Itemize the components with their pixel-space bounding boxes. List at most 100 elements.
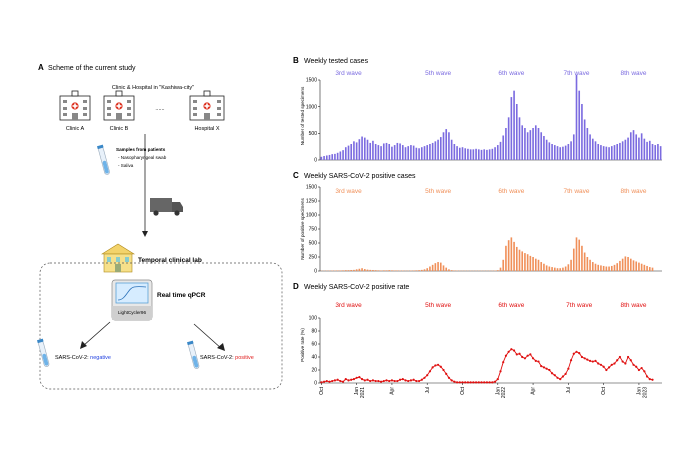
positive-rate-point bbox=[423, 377, 425, 379]
tested-cases-bar bbox=[397, 143, 399, 160]
positive-cases-bar bbox=[570, 260, 572, 271]
tested-cases-bar bbox=[657, 144, 659, 160]
positive-rate-point bbox=[391, 379, 393, 381]
tested-cases-wave-label: 6th wave bbox=[498, 70, 524, 77]
positive-rate-point bbox=[643, 370, 645, 372]
positive-cases-bar bbox=[364, 269, 366, 271]
tested-cases-bar bbox=[388, 144, 390, 160]
tested-cases-bar bbox=[614, 145, 616, 160]
positive-cases-bar bbox=[584, 253, 586, 271]
positive-rate-point bbox=[592, 360, 594, 362]
tested-cases-bar bbox=[334, 154, 336, 160]
tested-cases-bar bbox=[633, 130, 635, 160]
positive-cases-bar bbox=[369, 270, 371, 271]
positive-rate-point bbox=[440, 366, 442, 368]
positive-rate-point bbox=[445, 373, 447, 375]
tested-cases-bar bbox=[538, 128, 540, 160]
positive-cases-y-tick-label: 250 bbox=[309, 255, 318, 261]
positive-rate-series bbox=[320, 348, 653, 383]
tested-cases-bar bbox=[652, 144, 654, 160]
positive-rate-point bbox=[410, 379, 412, 381]
positive-cases-bar bbox=[649, 267, 651, 271]
tested-cases-bar bbox=[467, 149, 469, 160]
positive-rate-point bbox=[622, 360, 624, 362]
positive-rate-point bbox=[494, 381, 496, 383]
tested-cases-bars bbox=[321, 75, 662, 160]
tested-cases-bar bbox=[391, 147, 393, 160]
tested-cases-bar bbox=[513, 91, 515, 160]
tested-cases-bar bbox=[405, 147, 407, 160]
positive-rate-point bbox=[578, 352, 580, 354]
tested-cases-bar bbox=[606, 147, 608, 160]
positive-cases-bar bbox=[562, 268, 564, 271]
positive-cases-bar bbox=[445, 268, 447, 271]
positive-cases-bar bbox=[600, 265, 602, 271]
tested-cases-bar bbox=[497, 145, 499, 160]
positive-cases-bar bbox=[337, 270, 339, 271]
positive-cases-bar bbox=[535, 259, 537, 271]
tested-cases-bar bbox=[573, 134, 575, 160]
panel-letter-a: A bbox=[38, 63, 44, 72]
tested-cases-bar bbox=[589, 134, 591, 160]
tested-cases-wave-label: 5th wave bbox=[425, 70, 451, 77]
tested-cases-bar bbox=[508, 117, 510, 160]
tested-cases-bar bbox=[437, 140, 439, 160]
tested-cases-bar bbox=[372, 141, 374, 160]
positive-cases-bar bbox=[440, 263, 442, 271]
positive-rate-point bbox=[434, 364, 436, 366]
tested-cases-bar bbox=[448, 132, 450, 160]
tested-cases-bar bbox=[383, 143, 385, 160]
tested-cases-bar bbox=[576, 75, 578, 160]
positive-cases-y-tick-label: 1000 bbox=[306, 213, 317, 219]
tested-cases-bar bbox=[500, 142, 502, 160]
positive-rate-point bbox=[608, 366, 610, 368]
positive-cases-ylabel: Number of positive specimens bbox=[300, 198, 305, 260]
tested-cases-bar bbox=[483, 149, 485, 160]
tested-cases-bar bbox=[644, 139, 646, 160]
positive-rate-point bbox=[480, 381, 482, 383]
qpcr-label: Real time qPCR bbox=[157, 292, 206, 299]
tested-cases-bar bbox=[524, 128, 526, 160]
positive-rate-point bbox=[470, 381, 472, 383]
tested-cases-bar bbox=[551, 144, 553, 160]
positive-rate-point bbox=[502, 361, 504, 363]
positive-rate-point bbox=[369, 380, 371, 382]
positive-cases-bar bbox=[359, 269, 361, 271]
positive-rate-point bbox=[589, 360, 591, 362]
tested-cases-bar bbox=[356, 142, 358, 160]
positive-cases-bar bbox=[391, 270, 393, 271]
tested-cases-bar bbox=[456, 146, 458, 160]
tested-cases-bar bbox=[350, 144, 352, 160]
positive-cases-bar bbox=[646, 266, 648, 271]
tested-cases-bar bbox=[386, 143, 388, 160]
positive-rate-point bbox=[586, 359, 588, 361]
positive-rate-point bbox=[532, 357, 534, 359]
tested-cases-bar bbox=[440, 137, 442, 160]
positive-cases-bar bbox=[614, 265, 616, 271]
tested-cases-bar bbox=[592, 139, 594, 160]
positive-cases-bar bbox=[619, 261, 621, 271]
tested-cases-ylabel: Number of tested specimens bbox=[300, 86, 305, 145]
positive-rate-point bbox=[516, 353, 518, 355]
positive-rate-point bbox=[630, 359, 632, 361]
tested-cases-bar bbox=[470, 149, 472, 160]
positive-rate-y-tick-label: 20 bbox=[311, 368, 317, 374]
tested-cases-bar bbox=[402, 145, 404, 160]
positive-cases-bar bbox=[421, 270, 423, 271]
positive-rate-point bbox=[377, 380, 379, 382]
tested-cases-bar bbox=[459, 148, 461, 160]
positive-cases-bar bbox=[451, 270, 453, 271]
positive-rate-point bbox=[548, 369, 550, 371]
positive-rate-point bbox=[567, 368, 569, 370]
positive-rate-point bbox=[551, 372, 553, 374]
positive-cases-bar bbox=[513, 242, 515, 271]
positive-cases-bar bbox=[353, 270, 355, 271]
positive-cases-bar bbox=[597, 265, 599, 271]
tested-cases-y-tick-label: 0 bbox=[314, 158, 317, 164]
positive-rate-point bbox=[396, 380, 398, 382]
positive-rate-point bbox=[339, 380, 341, 382]
tested-cases-bar bbox=[587, 128, 589, 160]
